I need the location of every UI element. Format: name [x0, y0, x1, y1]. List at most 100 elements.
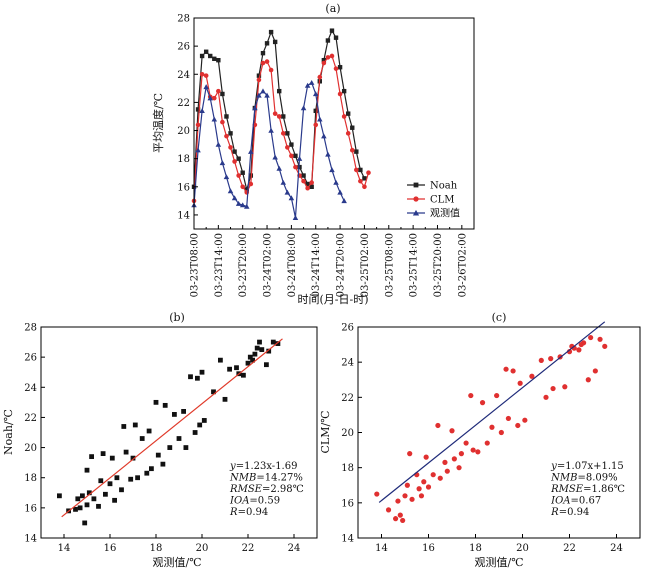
panel-c-x-tick-label: 20 [516, 543, 529, 554]
panel-c-scatter-point [458, 451, 464, 457]
panel-c-scatter-point [463, 440, 469, 446]
panel-a-y-tick-label: 14 [177, 210, 190, 221]
panel-b-scatter-point [139, 436, 145, 441]
clm-point [345, 131, 351, 136]
panel-b-scatter-point [201, 418, 207, 423]
obs-point [321, 133, 327, 139]
panel-b-scatter-point [160, 461, 166, 467]
noah-point [337, 65, 343, 70]
panel-b-fit-line [61, 338, 283, 518]
clm-point [211, 95, 217, 101]
panel-c-x-tick-label: 22 [563, 543, 576, 554]
panel-b-scatter-point [259, 347, 265, 353]
obs-point [268, 127, 274, 133]
clm-point [329, 53, 335, 59]
panel-b-scatter-point [109, 455, 115, 461]
obs-point [296, 155, 303, 161]
panel-b-scatter-point [91, 496, 97, 502]
panel-c-x-tick-label: 24 [610, 543, 623, 554]
clm-point [228, 145, 233, 150]
noah-point [236, 156, 241, 161]
panel-c-scatter-point [498, 429, 504, 436]
clm-point [317, 74, 323, 80]
obs-point [207, 95, 213, 101]
panel-b-scatter-point [96, 503, 101, 509]
panel-b-scatter-point [128, 476, 134, 482]
panel-c-scatter-point [581, 340, 587, 346]
obs-point [239, 202, 246, 208]
panel-a-x-tick-label: 03-26T02:00 [457, 233, 468, 297]
panel-c-scatter-point [425, 484, 432, 490]
clm-point [313, 122, 319, 128]
noah-point [305, 181, 310, 187]
panel-c-x-axis-label: 观测值/℃ [474, 556, 523, 569]
obs-point [284, 189, 291, 195]
clm-point [325, 55, 331, 60]
noah-point [240, 170, 245, 175]
panel-c-stat-line: NMB=8.09% [550, 473, 618, 484]
panel-c-stat-line: R=0.94 [550, 507, 589, 518]
noah-point [195, 107, 201, 112]
panel-a-y-tick-label: 20 [177, 126, 190, 137]
panel-b-stats: y=1.23x-1.69NMB=14.27%RMSE=2.98℃IOA=0.59… [229, 461, 304, 518]
panel-c-scatter-point [416, 486, 422, 492]
legend-noah-label: Noah [430, 181, 458, 192]
noah-point [285, 131, 290, 136]
panel-c-scatter-point [484, 440, 490, 446]
noah-point [224, 114, 229, 119]
obs-point [199, 108, 205, 114]
panel-b-scatter-point [89, 454, 94, 460]
panel-c-y-tick-label: 22 [341, 393, 354, 404]
noah-point [354, 149, 359, 154]
panel-b-x-tick-label: 18 [150, 543, 163, 554]
panel-c-scatter-point [548, 356, 554, 362]
clm-point [301, 178, 306, 184]
panel-c-scatter-point [503, 366, 509, 372]
noah-point [293, 153, 298, 159]
clm-point [276, 114, 282, 119]
obs-point [288, 195, 295, 201]
panel-a-x-tick-label: 03-24T02:00 [263, 233, 274, 297]
panel-a-x-tick-label: 03-25T14:00 [409, 233, 420, 297]
noah-point [281, 114, 286, 119]
obs-point [312, 91, 319, 97]
panel-b-scatter-point [77, 505, 83, 511]
panel-b-y-tick-label: 24 [24, 383, 37, 394]
panel-c-scatter-point [592, 368, 598, 374]
obs-point [317, 116, 323, 122]
panel-b-scatter-point [222, 396, 228, 402]
panel-b-scatter-point [247, 354, 253, 360]
panel-a-x-tick-label: 03-24T14:00 [311, 233, 322, 297]
panel-a-x-tick-label: 03-25T02:00 [360, 233, 371, 297]
panel-a-x-tick-label: 03-23T20:00 [238, 233, 249, 297]
panel-b-scatter-point [114, 475, 120, 481]
obs-point [235, 200, 242, 206]
noah-point [272, 39, 278, 45]
panel-c-scatter-point [505, 415, 511, 422]
obs-point [243, 203, 250, 209]
clm-point [341, 114, 347, 119]
panel-b-scatter-point [57, 493, 62, 499]
panel-c-scatter-point [515, 422, 521, 429]
panel-b-scatter-point [188, 374, 193, 380]
panel-c-scatter-point [397, 512, 403, 518]
clm-point [280, 131, 286, 136]
panel-b-stat-line: R=0.94 [229, 507, 268, 518]
obs-point [280, 179, 287, 185]
clm-point [337, 91, 343, 97]
noah-point [208, 53, 213, 59]
obs-point [248, 148, 254, 154]
noah-point [325, 38, 331, 43]
panel-b-scatter-point [98, 478, 104, 484]
obs-point [341, 198, 347, 204]
legend-obs-marker [412, 209, 420, 216]
panel-c-scatter-point [479, 400, 486, 406]
panel-b-scatter-point [266, 348, 272, 354]
noah-point [301, 173, 306, 178]
panel-c-scatter-point [468, 392, 474, 399]
panel-b-scatter-point [234, 365, 239, 371]
panel-b-scatter-point [149, 466, 154, 472]
panel-b-scatter-point [82, 520, 88, 526]
panel-c-scatter-point [435, 422, 441, 429]
